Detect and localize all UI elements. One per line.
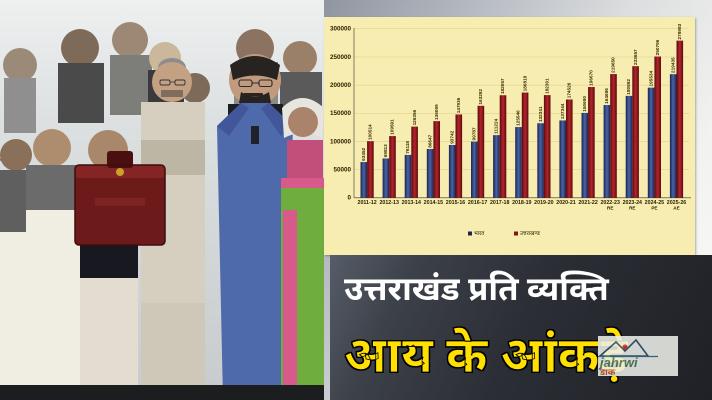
svg-text:147936: 147936 [456,97,461,113]
svg-text:111224: 111224 [494,118,499,134]
svg-text:109591: 109591 [390,119,395,135]
svg-text:50000: 50000 [333,166,351,173]
svg-text:0: 0 [347,195,351,202]
svg-text:180892: 180892 [626,79,631,95]
svg-text:76118: 76118 [405,141,410,154]
svg-text:उत्तराखण्ड: उत्तराखण्ड [520,231,540,238]
svg-text:भारत: भारत [474,231,485,238]
svg-text:100000: 100000 [330,138,352,145]
svg-text:86647: 86647 [427,134,432,147]
svg-text:2021-22: 2021-22 [578,200,597,206]
svg-text:250000: 250000 [330,54,352,61]
svg-text:182057: 182057 [500,78,505,94]
svg-text:100514: 100514 [368,124,373,140]
svg-text:195534: 195534 [648,70,653,86]
svg-text:2016-17: 2016-17 [468,200,487,206]
svg-text:2011-12: 2011-12 [358,200,377,206]
svg-text:126356: 126356 [412,109,417,125]
svg-text:99787: 99787 [472,127,477,140]
svg-text:RE: RE [629,205,635,210]
svg-text:132341: 132341 [538,106,543,122]
svg-text:AE: AE [673,205,679,210]
svg-text:93742: 93742 [449,130,454,143]
svg-text:125546: 125546 [516,110,521,126]
svg-text:69813: 69813 [383,144,388,157]
svg-text:63452: 63452 [361,147,366,160]
svg-text:2012-13: 2012-13 [379,200,398,206]
svg-text:2020-21: 2020-21 [556,200,575,206]
svg-text:2014-15: 2014-15 [424,200,443,206]
svg-text:182301: 182301 [544,78,549,94]
svg-text:250796: 250796 [655,39,660,55]
svg-text:2013-14: 2013-14 [402,200,421,206]
svg-text:150000: 150000 [330,110,352,117]
svg-text:136099: 136099 [434,104,439,120]
svg-text:RE: RE [607,205,613,210]
svg-text:219650: 219650 [611,57,616,73]
svg-text:164686: 164686 [604,88,609,104]
svg-text:186818: 186818 [522,75,527,91]
svg-text:233657: 233657 [633,49,638,65]
svg-text:2017-18: 2017-18 [490,200,509,206]
svg-text:300000: 300000 [330,26,352,33]
svg-text:2015-16: 2015-16 [446,200,465,206]
svg-text:278983: 278983 [677,23,682,39]
svg-text:150690: 150690 [582,96,587,112]
svg-text:163292: 163292 [478,89,483,105]
svg-text:200000: 200000 [330,82,352,89]
svg-text:137344: 137344 [560,103,565,119]
svg-text:219435: 219435 [670,57,675,73]
svg-text:डाक: डाक [599,367,616,376]
svg-text:174526: 174526 [567,82,572,98]
svg-text:2019-20: 2019-20 [534,200,553,206]
svg-text:2018-19: 2018-19 [512,200,531,206]
svg-text:PE: PE [651,205,657,210]
svg-text:196670: 196670 [589,70,594,86]
